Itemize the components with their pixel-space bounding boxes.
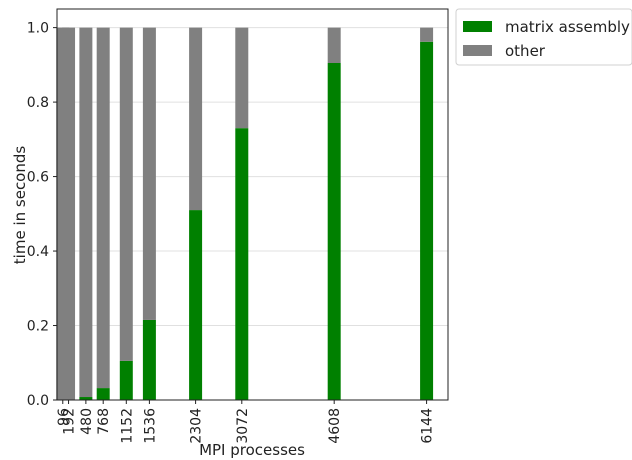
x-tick-label: 2304: [189, 408, 205, 444]
legend-swatch-other: [463, 45, 492, 56]
y-tick-label: 0.8: [27, 95, 49, 111]
x-tick-label: 480: [79, 408, 95, 435]
x-tick-label: 96: [56, 408, 72, 426]
x-tick-label: 6144: [420, 408, 436, 444]
bar-other-192: [62, 27, 76, 400]
legend-swatch-matrix-assembly: [463, 21, 492, 32]
y-axis: 0.0 0.2 0.4 0.6 0.8 1.0: [27, 21, 57, 409]
legend-label-matrix-assembly: matrix assembly: [505, 18, 630, 36]
bar-matrix-assembly-3072: [235, 128, 249, 400]
x-tick-label: 192: [62, 408, 78, 435]
x-axis-label: MPI processes: [199, 441, 305, 459]
legend-frame: [455, 8, 632, 66]
y-tick-label: 0.2: [27, 319, 49, 335]
x-tick-label: 1152: [119, 408, 135, 444]
bar-matrix-assembly-1152: [119, 360, 133, 400]
bar-other-2304: [189, 27, 203, 211]
y-axis-label: time in seconds: [11, 146, 29, 265]
y-tick-label: 0.0: [27, 393, 49, 409]
legend-label-other: other: [505, 42, 546, 60]
bar-matrix-assembly-4608: [327, 62, 341, 400]
y-tick-label: 0.6: [27, 170, 49, 186]
plot-frame: [56, 8, 449, 401]
x-tick-label: 3072: [235, 408, 251, 444]
bars: [56, 27, 434, 400]
grid-lines: [57, 27, 448, 401]
bar-matrix-assembly-480: [79, 397, 93, 400]
bar-other-3072: [235, 27, 249, 129]
bar-matrix-assembly-2304: [189, 210, 203, 400]
bar-other-480: [79, 27, 93, 398]
bar-matrix-assembly-768: [96, 388, 110, 400]
legend: matrix assembly other: [455, 8, 632, 66]
y-tick-label: 1.0: [27, 21, 49, 37]
bar-other-4608: [327, 27, 341, 63]
bar-matrix-assembly-1536: [142, 319, 156, 400]
x-tick-label: 768: [96, 408, 112, 435]
y-tick-label: 0.4: [27, 244, 49, 260]
bar-other-1152: [119, 27, 133, 361]
bar-other-6144: [420, 27, 434, 42]
bar-other-768: [96, 27, 110, 389]
x-tick-label: 1536: [142, 408, 158, 444]
bar-other-1536: [142, 27, 156, 320]
x-tick-label: 4608: [327, 408, 343, 444]
bar-matrix-assembly-6144: [420, 41, 434, 400]
